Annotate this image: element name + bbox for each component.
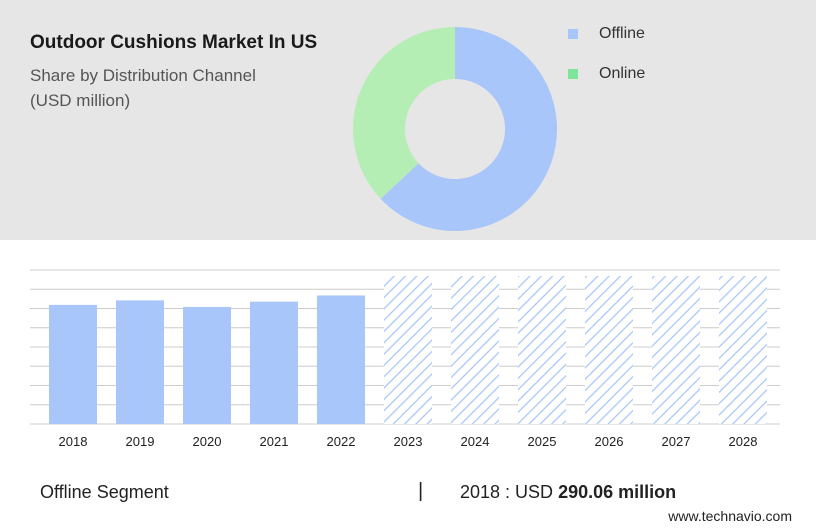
donut-slice-online	[353, 27, 455, 199]
legend-item-offline: Offline	[568, 24, 645, 44]
bar-2020	[183, 306, 231, 424]
x-tick-label-2027: 2027	[662, 434, 691, 449]
x-tick-label-2021: 2021	[260, 434, 289, 449]
chart-title: Outdoor Cushions Market In US	[30, 32, 318, 53]
subtitle-line-2: (USD million)	[30, 91, 131, 110]
x-tick-label-2024: 2024	[461, 434, 490, 449]
bar-chart: 2018 2019 2020 2021 2022 2023 2024 2025 2026 2027…	[30, 269, 780, 449]
x-tick-label-2028: 2028	[729, 434, 758, 449]
donut-slice-offline	[380, 27, 557, 231]
forecast-bar-2024	[451, 276, 499, 424]
legend-label-online: Online	[599, 65, 646, 82]
bar-2018	[49, 304, 97, 424]
x-tick-label-2019: 2019	[126, 434, 155, 449]
legend: Offline Online	[568, 24, 645, 104]
forecast-bar-2028	[719, 276, 767, 424]
x-tick-label-2022: 2022	[327, 434, 356, 449]
forecast-bar-2026	[585, 276, 633, 424]
x-tick-label-2023: 2023	[394, 434, 423, 449]
x-tick-label-2018: 2018	[59, 434, 88, 449]
subtitle-line-1: Share by Distribution Channel	[30, 66, 256, 85]
brand-link[interactable]: www.technavio.com	[668, 508, 792, 524]
footer-value-amount: 290.06 million	[558, 482, 677, 502]
x-tick-label-2020: 2020	[193, 434, 222, 449]
footer-value: 2018 : USD 290.06 million	[460, 482, 676, 503]
legend-swatch-offline	[568, 29, 578, 39]
legend-label-offline: Offline	[599, 25, 645, 42]
bar-2019	[116, 300, 164, 424]
x-tick-label-2025: 2025	[528, 434, 557, 449]
x-tick-label-2026: 2026	[595, 434, 624, 449]
footer-separator: |	[418, 480, 424, 502]
donut-chart	[353, 27, 557, 231]
forecast-bar-2027	[652, 276, 700, 424]
forecast-bar-2023	[384, 276, 432, 424]
bar-2021	[250, 301, 298, 424]
footer-segment: Offline Segment	[40, 482, 169, 502]
chart-subtitle: Share by Distribution Channel (USD milli…	[30, 63, 330, 113]
footer-value-prefix: 2018 : USD	[460, 482, 554, 502]
legend-swatch-online	[568, 69, 578, 79]
legend-item-online: Online	[568, 64, 645, 84]
forecast-bar-2025	[518, 276, 566, 424]
bar-2022	[317, 295, 365, 424]
